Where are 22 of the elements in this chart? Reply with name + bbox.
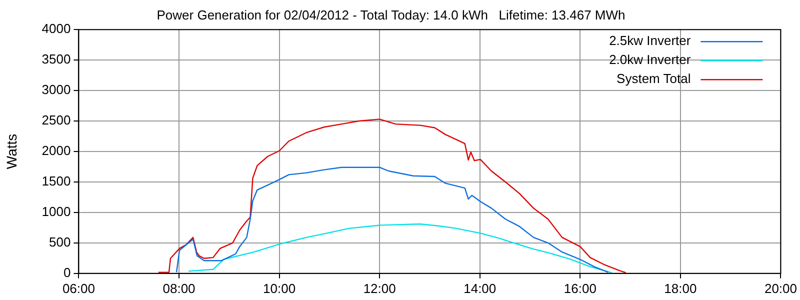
y-tick-label: 3000 [42,82,71,98]
x-tick-label: 14:00 [464,280,496,296]
y-axis-title: Watts [3,134,20,170]
legend-label: 2.5kw Inverter [609,33,692,48]
y-tick-label: 500 [49,234,71,250]
chart-title: Power Generation for 02/04/2012 - Total Today: 14.0 kWh Lifetime: 13.467 MWh [156,7,626,22]
y-tick-label: 2000 [42,143,71,158]
y-tick-label: 2500 [42,112,71,128]
x-tick-label: 16:00 [564,280,596,296]
y-tick-label: 1000 [42,204,71,220]
legend-label: 2.0kw Inverter [609,52,692,68]
x-tick-label: 06:00 [62,280,95,296]
x-tick-label: 12:00 [363,280,396,296]
y-tick-label: 3500 [42,52,71,67]
y-tick-label: 0 [63,264,71,280]
y-tick-label: 4000 [42,21,71,36]
x-tick-label: 18:00 [664,280,697,296]
y-tick-label: 1500 [42,174,71,189]
legend-label: System Total [616,71,691,86]
x-tick-label: 10:00 [263,280,296,296]
x-tick-label: 20:00 [764,280,798,296]
x-tick-label: 08:00 [162,280,196,296]
